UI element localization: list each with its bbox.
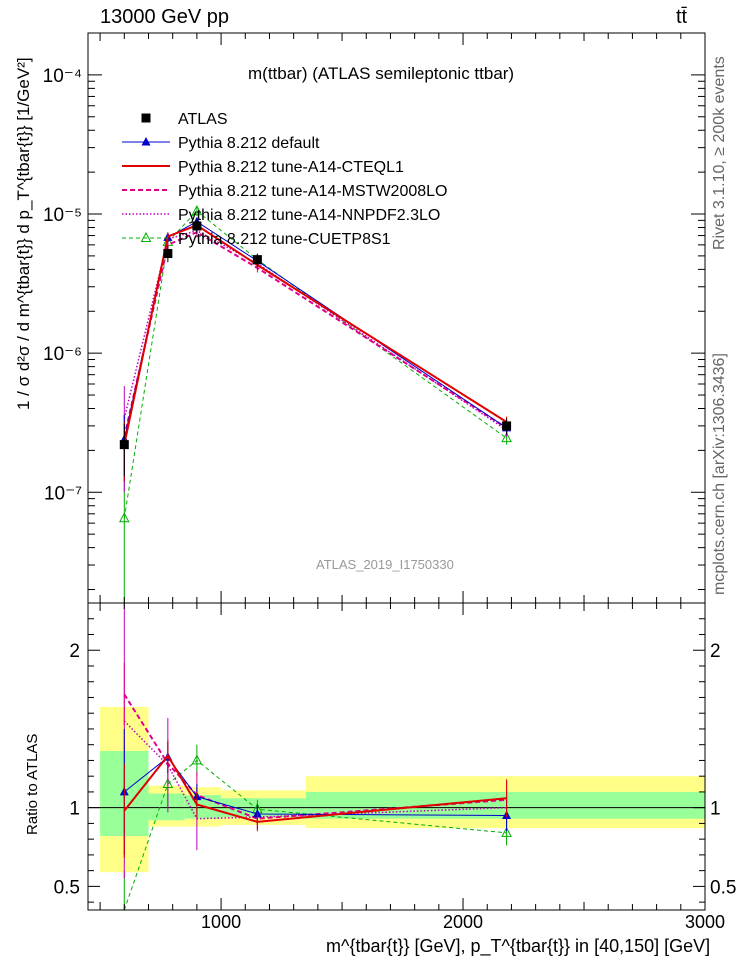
axes: 1000 2000 3000 10⁻⁷ 10⁻⁶ 10⁻⁵ 10⁻⁴ 0.5 0.5 1 1 2 2 [43, 32, 736, 932]
analysis-id: ATLAS_2019_I1750330 [316, 557, 454, 572]
ratio-y-tick-label-left-0.5: 0.5 [54, 877, 80, 898]
main-plot-marks [118, 204, 512, 603]
legend-entry-data: ATLAS [141, 111, 228, 128]
series-line-cteql1 [123, 224, 508, 445]
legend-label-default: Pythia 8.212 default [178, 135, 320, 152]
legend-label-cuetp: Pythia 8.212 tune-CUETP8S1 [178, 231, 391, 248]
ratio-series-cteql1 [123, 739, 508, 859]
ratio-point-cuetp-2 [191, 754, 203, 765]
x-axis-title: m^{tbar{t}} [GeV], p_T^{tbar{t}} in [40,… [326, 936, 711, 956]
energy-label: 13000 GeV pp [100, 6, 229, 28]
x-tick-label-1000: 1000 [201, 912, 241, 932]
ratio-y-axis-title: Ratio to ATLAS [24, 733, 41, 835]
legend-entry-cteql1: Pythia 8.212 tune-A14-CTEQL1 [122, 159, 404, 176]
ratio-y-tick-label-left-1: 1 [69, 799, 80, 820]
point-data-4 [502, 421, 512, 431]
series-cteql1 [123, 221, 508, 482]
legend-entry-nnpdf: Pythia 8.212 tune-A14-NNPDF2.3LO [122, 207, 440, 224]
x-tick-label-2000: 2000 [443, 912, 483, 932]
rivet-label: Rivet 3.1.10, ≥ 200k events [711, 56, 728, 250]
legend-label-mstw: Pythia 8.212 tune-A14-MSTW2008LO [178, 183, 447, 200]
ratio-point-cuetp-4 [501, 826, 512, 837]
point-cuetp-0 [118, 512, 130, 523]
legend-label-cteql1: Pythia 8.212 tune-A14-CTEQL1 [178, 159, 404, 176]
series-mstw [123, 227, 508, 472]
ratio-plot-marks [88, 603, 705, 911]
process-label: tt̄ [676, 6, 688, 28]
mcplots-label: mcplots.cern.ch [arXiv:1306.3436] [711, 353, 728, 595]
main-y-tick-label-3: 10⁻⁴ [43, 66, 82, 87]
legend: ATLAS Pythia 8.212 default Pythia 8.212 tu… [122, 111, 447, 248]
ratio-plot-frame [87, 602, 706, 911]
ratio-band-inner-1 [148, 793, 185, 821]
main-y-tick-label-1: 10⁻⁶ [43, 344, 82, 365]
plot-title: m(ttbar) (ATLAS semileptonic ttbar) [248, 64, 515, 83]
series-line-mstw [123, 231, 508, 438]
ratio-y-tick-label-left-2: 2 [69, 641, 80, 662]
legend-marker-data [141, 113, 151, 123]
series-data [119, 219, 512, 477]
legend-marker-cuetp [140, 231, 152, 242]
legend-entry-mstw: Pythia 8.212 tune-A14-MSTW2008LO [122, 183, 447, 200]
point-data-2 [192, 221, 202, 231]
series-line-nnpdf [123, 229, 508, 431]
series-line-default [123, 221, 507, 440]
point-data-0 [119, 440, 129, 450]
legend-label-nnpdf: Pythia 8.212 tune-A14-NNPDF2.3LO [178, 207, 440, 224]
point-data-1 [163, 249, 173, 259]
point-cuetp-2 [191, 204, 203, 216]
main-y-tick-label-2: 10⁻⁵ [43, 205, 82, 226]
legend-marker-default [141, 137, 151, 146]
series-cuetp [118, 204, 512, 603]
legend-label-data: ATLAS [178, 111, 228, 128]
series-nnpdf [123, 225, 508, 493]
main-y-tick-label-0: 10⁻⁷ [44, 483, 82, 504]
x-tick-label-3000: 3000 [685, 912, 725, 932]
ratio-y-tick-label-right-0.5: 0.5 [710, 877, 736, 898]
ratio-series-nnpdf [123, 603, 508, 879]
ratio-y-tick-label-right-2: 2 [710, 641, 721, 662]
legend-entry-cuetp: Pythia 8.212 tune-CUETP8S1 [122, 231, 391, 248]
series-line-cuetp [123, 210, 507, 519]
main-y-axis-title: 1 / σ d²σ / d m^{tbar{t}} d p_T^{tbar{t}… [14, 57, 33, 410]
point-cuetp-4 [501, 432, 512, 443]
ratio-y-tick-label-right-1: 1 [710, 799, 721, 820]
point-data-3 [252, 255, 262, 265]
legend-entry-default: Pythia 8.212 default [122, 135, 320, 152]
series-default [119, 216, 512, 482]
